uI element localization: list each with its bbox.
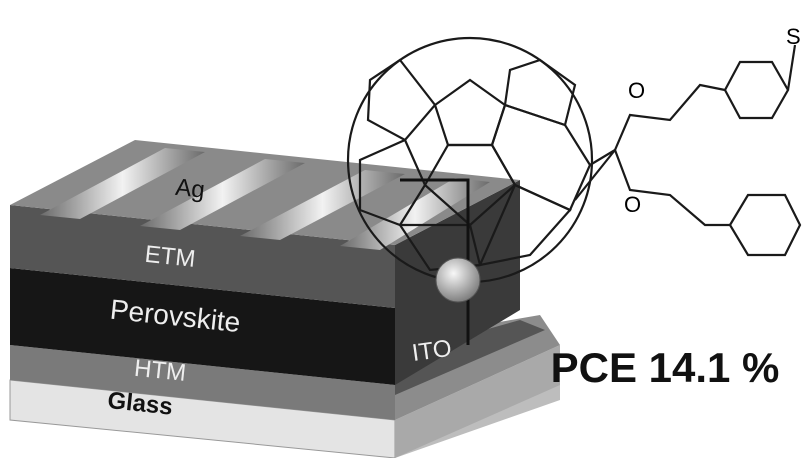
- cyclopropane: [574, 149, 616, 201]
- ag-stripe: [240, 170, 405, 240]
- ito-top: [395, 320, 545, 395]
- chain: [613, 83, 726, 151]
- benzene: [723, 60, 790, 120]
- bulb: [435, 257, 481, 303]
- ag-stripe: [140, 159, 305, 230]
- sulfur-label: S: [786, 24, 801, 49]
- oxygen-label: O: [628, 78, 645, 103]
- device: Ag ETM Perovskite HTM Glass ITO: [9, 140, 560, 458]
- chain: [613, 149, 730, 227]
- ring: [366, 58, 437, 142]
- ito-label: ITO: [410, 335, 453, 367]
- htm-layer: [10, 345, 395, 420]
- bond: [786, 44, 797, 91]
- ring: [478, 183, 572, 267]
- glass-side: [395, 345, 560, 458]
- ag-stripe: [340, 178, 490, 250]
- perovskite-layer: [10, 268, 395, 385]
- ag-label: Ag: [174, 174, 206, 204]
- molecule: [346, 36, 802, 284]
- etm-layer: [10, 205, 395, 308]
- ring: [503, 58, 577, 127]
- pce-label: PCE 14.1 %: [551, 344, 780, 391]
- htm-label: HTM: [133, 355, 188, 387]
- ag-stripe: [40, 148, 205, 219]
- ring: [358, 138, 427, 227]
- etm-label: ETM: [144, 241, 197, 273]
- ring: [423, 143, 517, 227]
- benzene: [728, 193, 802, 257]
- circuit: [400, 178, 481, 345]
- oxygen-label: O: [624, 192, 641, 217]
